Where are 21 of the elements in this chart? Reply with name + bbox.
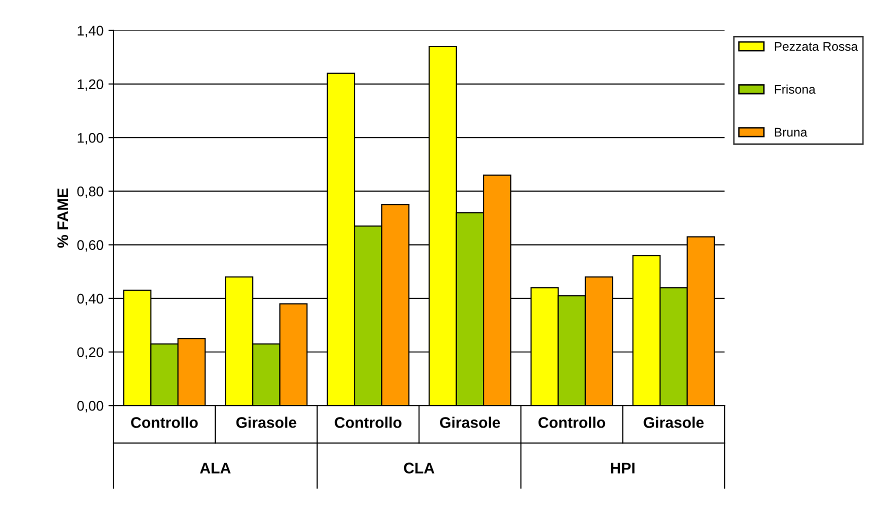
- text: ALA: [200, 462, 231, 474]
- x-tick-label: Girasole: [236, 416, 296, 428]
- x-tick-label: Girasole: [644, 416, 704, 428]
- x-tick-label: Girasole: [440, 416, 500, 428]
- y-tick-label: 0,80: [77, 186, 104, 198]
- legend-label: Pezzata Rossa: [774, 42, 858, 51]
- y-tick-label: 1,40: [78, 26, 104, 38]
- x-tick-label: Controllo: [334, 416, 402, 428]
- y-tick-label: 0,60: [77, 240, 104, 252]
- legend-label: Frisona: [774, 84, 816, 94]
- x-tick-label: Controllo: [538, 416, 606, 428]
- text: CLA: [404, 462, 434, 474]
- text: HPI: [611, 462, 634, 474]
- y-axis-title: % FAME: [57, 188, 68, 248]
- y-tick-label: 0,20: [77, 347, 104, 359]
- y-tick-label: 0,00: [77, 400, 104, 412]
- legend-label: Bruna: [774, 128, 808, 137]
- y-tick-label: 1,00: [78, 132, 104, 144]
- x-tick-label: Controllo: [131, 416, 198, 428]
- y-tick-label: 0,40: [77, 294, 104, 306]
- y-tick-label: 1,20: [78, 79, 104, 91]
